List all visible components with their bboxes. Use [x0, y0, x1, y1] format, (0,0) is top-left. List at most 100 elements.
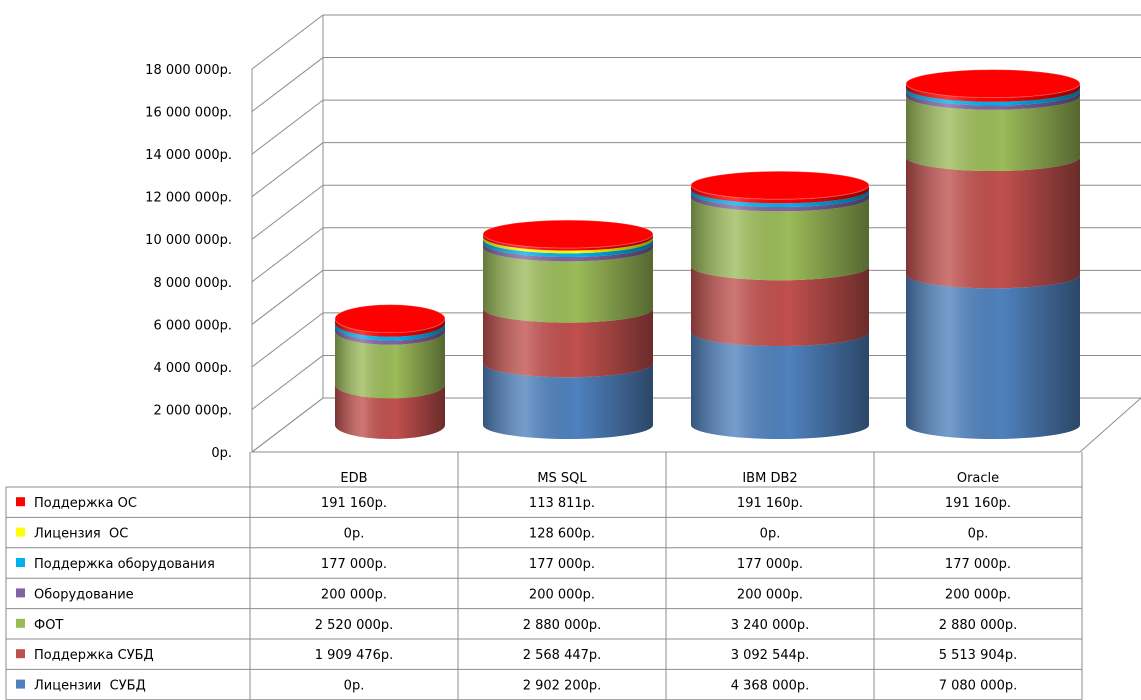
legend-label: Поддержка СУБД — [34, 648, 154, 663]
data-label: 113 811р. — [529, 496, 595, 511]
bar-segment — [906, 274, 1080, 439]
data-label: 191 160р. — [737, 496, 803, 511]
gridline — [251, 14, 1141, 70]
table-row: ФОТ 2 520 000р. 2 880 000р. 3 240 000р. 2 88… — [6, 618, 1082, 640]
y-tick-label: 18 000 000р. — [145, 63, 232, 78]
bar-segment — [483, 247, 653, 323]
data-label: 200 000р. — [737, 587, 803, 602]
legend-label: Лицензии СУБД — [34, 679, 146, 694]
data-label: 4 368 000р. — [731, 679, 810, 694]
data-label: 200 000р. — [529, 587, 595, 602]
y-tick-label: 8 000 000р. — [153, 276, 232, 291]
table-row: Лицензия ОС 0р. 128 600р. 0р. 0р. — [6, 527, 1082, 549]
bar-segment — [691, 266, 869, 347]
bar-top-cap — [690, 170, 870, 200]
data-label: 0р. — [344, 527, 365, 542]
bar-segment — [335, 330, 445, 399]
bar-segment — [906, 95, 1080, 172]
data-label: 5 513 904р. — [939, 648, 1018, 663]
bar-stack — [905, 69, 1081, 439]
legend-swatch — [16, 497, 25, 507]
legend-swatch — [16, 649, 25, 659]
legend-label: ФОТ — [34, 618, 63, 633]
bar-top-cap — [482, 219, 654, 249]
y-tick-label: 14 000 000р. — [145, 148, 232, 163]
data-label: 177 000р. — [737, 557, 803, 572]
legend-swatch — [16, 527, 25, 537]
y-tick-label: 6 000 000р. — [153, 318, 232, 333]
bar-segment — [906, 83, 1080, 102]
data-label: 0р. — [344, 679, 365, 694]
data-label: 2 902 200р. — [523, 679, 602, 694]
category-label: Oracle — [957, 471, 999, 486]
floor — [250, 397, 1141, 453]
legend-label: Оборудование — [34, 587, 134, 602]
data-label: 7 080 000р. — [939, 679, 1018, 694]
bar-top-cap — [905, 69, 1081, 99]
table-row: Лицензии СУБД 0р. 2 902 200р. 4 368 000р. 7 … — [6, 679, 1082, 700]
bar-segment — [335, 322, 445, 341]
data-label: 191 160р. — [945, 496, 1011, 511]
y-tick-label: 12 000 000р. — [145, 191, 232, 206]
legend-swatch — [16, 679, 25, 689]
data-label: 2 880 000р. — [939, 618, 1018, 633]
bar-top-cap — [334, 304, 446, 334]
y-tick-label: 16 000 000р. — [145, 106, 232, 121]
bar-segment — [483, 243, 653, 262]
bar-stack — [334, 304, 446, 439]
legend-swatch — [16, 618, 25, 628]
data-label: 177 000р. — [945, 557, 1011, 572]
bar-segment — [906, 157, 1080, 289]
data-label: 177 000р. — [321, 557, 387, 572]
y-tick-label: 10 000 000р. — [145, 233, 232, 248]
bar-segment — [483, 236, 653, 254]
bar-stack — [482, 219, 654, 439]
data-label: 200 000р. — [945, 587, 1011, 602]
bar-segment — [483, 239, 653, 258]
bar-segment — [691, 193, 869, 212]
legend-swatch — [16, 558, 25, 567]
data-label: 2 568 447р. — [523, 648, 602, 663]
legend-label: Поддержка ОС — [34, 496, 137, 511]
data-label: 177 000р. — [529, 557, 595, 572]
data-label: 3 240 000р. — [731, 618, 810, 633]
bar-segment — [691, 185, 869, 204]
bar-segment — [335, 384, 445, 439]
bar-segment — [906, 91, 1080, 110]
y-tick-label: 4 000 000р. — [153, 361, 232, 376]
y-tick-label: 0р. — [211, 446, 232, 461]
bar-segment — [335, 318, 445, 337]
data-label: 2 520 000р. — [315, 618, 394, 633]
bar-segment — [906, 87, 1080, 106]
data-label: 0р. — [968, 527, 989, 542]
bars — [334, 69, 1081, 439]
gridline — [251, 57, 1141, 112]
y-tick-label: 2 000 000р. — [153, 403, 232, 418]
category-label: EDB — [340, 471, 367, 486]
table-row: Поддержка оборудования 177 000р. 177 000р.… — [6, 557, 1082, 579]
data-label: 0р. — [760, 527, 781, 542]
data-label: 128 600р. — [529, 527, 595, 542]
bar-segment — [483, 308, 653, 378]
table-row: Оборудование 200 000р. 200 000р. 200 000р. 2… — [6, 587, 1082, 610]
bar-segment — [691, 332, 869, 439]
y-axis: 0р. 2 000 000р. 4 000 000р. 6 000 000р. 8 00… — [145, 63, 232, 461]
category-label: IBM DB2 — [742, 471, 797, 486]
category-label: MS SQL — [537, 471, 587, 486]
bar-segment — [483, 363, 653, 439]
data-label: 3 092 544р. — [731, 648, 810, 663]
data-label: 191 160р. — [321, 496, 387, 511]
table-row: Поддержка ОС 191 160р. 113 811р. 191 160р. 1… — [6, 496, 1082, 518]
legend-label: Поддержка оборудования — [34, 557, 215, 572]
data-table: EDB MS SQL IBM DB2 Oracle Поддержка ОС 191 16… — [5, 452, 1083, 700]
legend-swatch — [16, 588, 25, 598]
data-label: 1 909 476р. — [315, 648, 394, 663]
bar-segment — [335, 326, 445, 345]
table-row: Поддержка СУБД 1 909 476р. 2 568 447р. 3 09… — [6, 648, 1082, 670]
bar-segment — [691, 189, 869, 208]
bar-segment — [483, 234, 653, 251]
bar-segment — [691, 197, 869, 281]
data-label: 2 880 000р. — [523, 618, 602, 633]
legend-label: Лицензия ОС — [34, 527, 128, 542]
